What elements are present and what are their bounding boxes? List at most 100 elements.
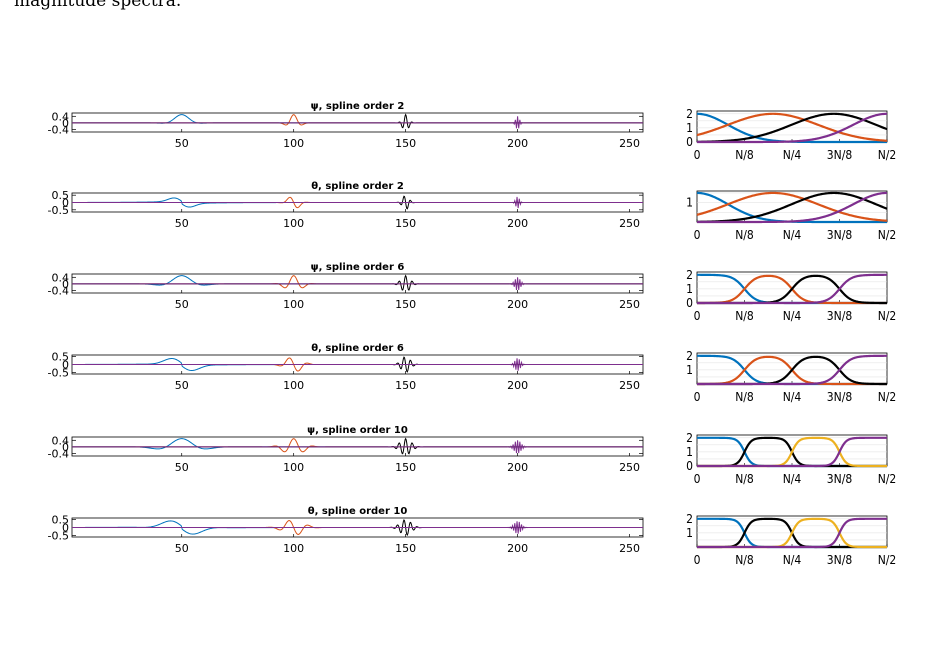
spectrum-x-tick-label: N/2 (878, 472, 897, 486)
panel-title: θ, spline order 6 (311, 343, 404, 354)
y-tick-label: -0.4 (48, 124, 69, 137)
spectrum-panel-6: 210 N/8 N/4 3N/8 N/2 (686, 512, 896, 567)
y-tick-label: 0.5 (52, 189, 70, 202)
x-tick-label: 100 (283, 461, 304, 474)
spectrum-band-2 (696, 112, 888, 142)
spectrum-x-tick-label: N/8 (735, 472, 754, 486)
spectrum-y-tick-label: 1 (686, 445, 693, 459)
spectrum-x-tick-label: N/4 (783, 553, 802, 567)
spectrum-y-tick-label: 1 (686, 196, 693, 210)
spectrum-x-tick-label: 3N/8 (827, 228, 853, 242)
x-tick-label: 150 (395, 137, 416, 150)
x-tick-label: 200 (507, 461, 528, 474)
spectrum-x-tick-label: N/2 (878, 553, 897, 567)
x-tick-label: 200 (507, 137, 528, 150)
y-tick-label: 0.4 (52, 271, 70, 284)
y-tick-label: -0.5 (48, 529, 69, 542)
spectrum-x-tick-label: N/2 (878, 148, 897, 162)
spectrum-y-tick-label: 1 (686, 282, 693, 296)
y-tick-label: -0.5 (48, 204, 69, 217)
wavelet-series-3 (72, 437, 643, 455)
spectrum-y-tick-label: 0 (686, 296, 693, 310)
spectrum-band-4 (697, 354, 887, 386)
x-tick-label: 100 (283, 137, 304, 150)
x-tick-label: 150 (395, 217, 416, 230)
spectrum-x-tick-label: 0 (694, 148, 701, 162)
wavelet-panel-1: ψ, spline order 2 0.40-0.4 50 100 150 200 250 (48, 101, 644, 150)
y-tick-label: -0.4 (48, 448, 69, 461)
x-tick-label: 50 (175, 217, 189, 230)
spectrum-y-tick-label: 2 (686, 107, 693, 121)
spectrum-panel-4: 210 N/8 N/4 3N/8 N/2 (686, 349, 896, 404)
spectrum-x-tick-label: 3N/8 (827, 472, 853, 486)
x-tick-label: 150 (395, 379, 416, 392)
y-tick-label: 0 (62, 359, 69, 372)
spectrum-band-4 (697, 273, 887, 305)
y-tick-label: 0 (62, 278, 69, 291)
spectrum-x-tick-label: N/4 (783, 309, 802, 323)
spectrum-x-tick-label: N/4 (783, 390, 802, 404)
x-tick-label: 250 (619, 542, 640, 555)
spectrum-y-tick-label: 1 (686, 121, 693, 135)
spectrum-band-4 (697, 191, 888, 224)
spectrum-band-4 (697, 436, 887, 468)
spectrum-y-tick-label: 2 (686, 268, 693, 282)
wavelet-series-4 (72, 196, 643, 209)
wavelet-series-2 (72, 438, 643, 453)
x-tick-label: 250 (619, 379, 640, 392)
y-tick-label: 0 (62, 441, 69, 454)
x-tick-label: 250 (619, 137, 640, 150)
spectrum-y-tick-label: 0 (686, 135, 693, 149)
x-tick-label: 200 (507, 379, 528, 392)
x-tick-label: 250 (619, 461, 640, 474)
x-tick-label: 50 (175, 461, 189, 474)
spectrum-panel-2: 1 0 N/8 N/4 3N/8 N/2 (686, 190, 897, 242)
y-tick-label: -0.5 (48, 366, 69, 379)
spectrum-x-tick-label: N/8 (735, 309, 754, 323)
spectrum-y-tick-label: 1 (686, 363, 693, 377)
spectrum-x-tick-label: 3N/8 (827, 553, 853, 567)
x-tick-label: 100 (283, 217, 304, 230)
wavelet-panel-6: θ, spline order 10 0.50-0.5 50 100 150 200 250 (48, 506, 644, 555)
spectrum-x-tick-label: N/8 (735, 390, 754, 404)
spectrum-x-tick-label: 3N/8 (827, 309, 853, 323)
spectrum-band-3 (697, 274, 887, 305)
wavelet-panel-3: ψ, spline order 6 0.40-0.4 50 100 150 200 250 (48, 262, 644, 311)
y-tick-label: -0.4 (48, 285, 69, 298)
spectrum-x-tick-label: N/8 (735, 228, 754, 242)
wavelet-series-4 (72, 116, 643, 129)
spectrum-x-tick-label: 0 (694, 553, 701, 567)
spectrum-y-tick-label: 2 (686, 512, 693, 526)
wavelet-panel-2: θ, spline order 2 0.50-0.5 50 100 150 200 250 (48, 181, 644, 230)
spectrum-x-tick-label: N/2 (878, 228, 897, 242)
spectrum-x-tick-label: 0 (694, 309, 701, 323)
x-tick-label: 50 (175, 298, 189, 311)
spectrum-band-4 (697, 112, 888, 144)
x-tick-label: 50 (175, 137, 189, 150)
spectrum-x-tick-label: 0 (694, 472, 701, 486)
x-tick-label: 200 (507, 217, 528, 230)
x-tick-label: 150 (395, 542, 416, 555)
y-tick-label: 0.4 (52, 110, 70, 123)
x-tick-label: 50 (175, 542, 189, 555)
spectrum-y-tick-label: 0 (686, 459, 693, 473)
panel-title: θ, spline order 10 (308, 506, 408, 517)
x-tick-label: 250 (619, 217, 640, 230)
spectrum-x-tick-label: N/2 (878, 390, 897, 404)
wavelet-series-2 (72, 275, 643, 289)
x-tick-label: 100 (283, 379, 304, 392)
spectrum-x-tick-label: N/4 (783, 228, 802, 242)
y-tick-label: 0 (62, 522, 69, 535)
wavelet-series-1 (72, 114, 643, 124)
spectrum-band-4 (697, 517, 887, 549)
caption-end-text: magnitude spectra. (14, 0, 182, 11)
wavelet-panel-5: ψ, spline order 10 0.40-0.4 50 100 150 200 250 (48, 425, 644, 474)
y-tick-label: 0 (62, 197, 69, 210)
panel-title: θ, spline order 2 (311, 181, 404, 192)
spectrum-x-tick-label: 3N/8 (827, 390, 853, 404)
spectrum-y-tick-label: 1 (686, 526, 693, 540)
x-tick-label: 150 (395, 461, 416, 474)
